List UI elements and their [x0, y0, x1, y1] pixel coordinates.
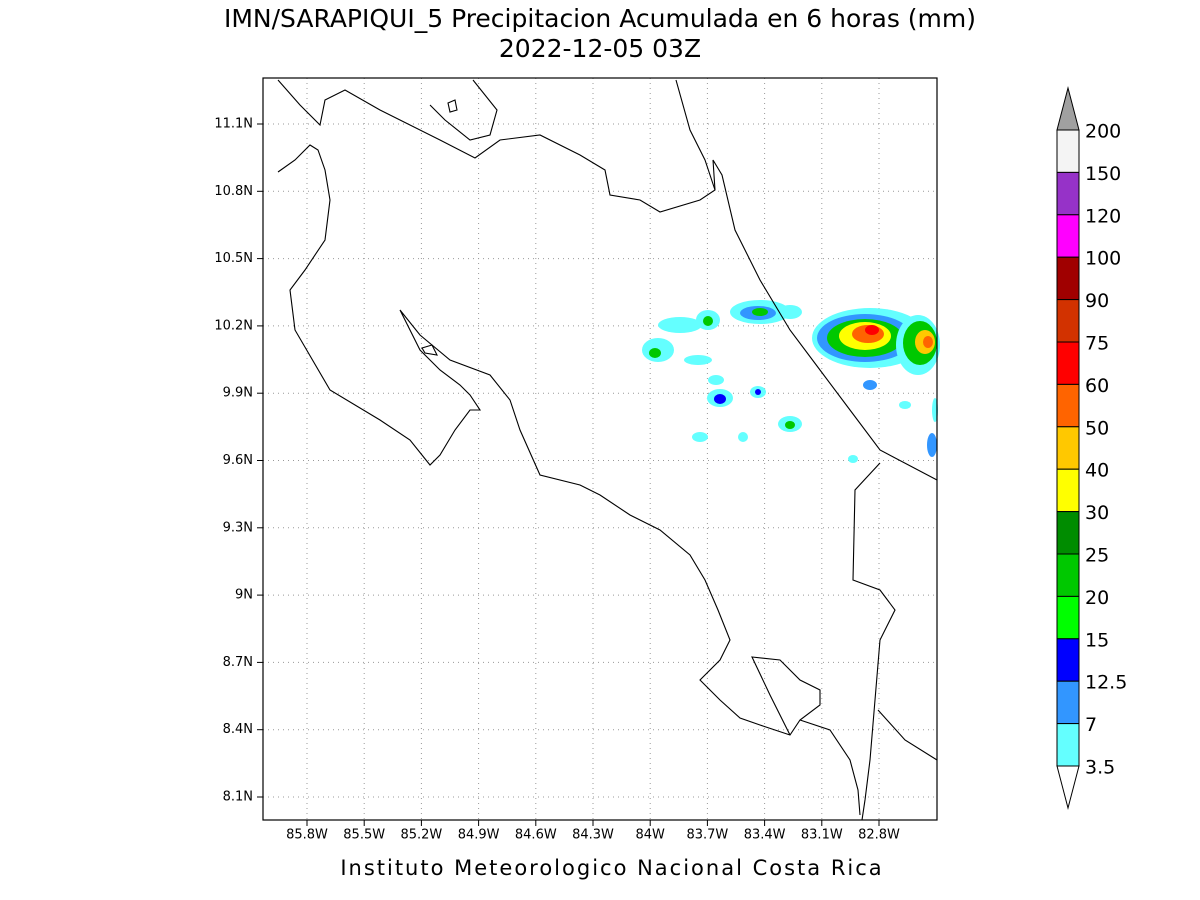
- colorbar-label: 7: [1085, 714, 1097, 736]
- colorbar-box: [1056, 129, 1080, 173]
- lat-label: 10.8N: [214, 184, 253, 199]
- colorbar-box: [1056, 638, 1080, 682]
- title: IMN/SARAPIQUI_5 Precipitacion Acumulada …: [224, 4, 976, 33]
- lat-label: 9.3N: [223, 520, 253, 535]
- lon-label: 85.2W: [400, 828, 442, 843]
- lon-label: 83.4W: [744, 828, 786, 843]
- colorbar-box: [1056, 468, 1080, 513]
- lon-label: 84W: [635, 828, 665, 843]
- colorbar-box: [1056, 511, 1080, 555]
- map-frame: [262, 77, 938, 821]
- colorbar-label: 3.5: [1085, 757, 1115, 779]
- colorbar-label: 75: [1085, 333, 1109, 355]
- colorbar-label: 20: [1085, 587, 1109, 609]
- colorbar-box: [1056, 214, 1080, 258]
- lon-label: 85.8W: [286, 828, 328, 843]
- lat-label: 9.6N: [223, 453, 253, 468]
- colorbar-label: 50: [1085, 417, 1109, 439]
- colorbar-label: 150: [1085, 163, 1121, 185]
- lon-label: 84.6W: [515, 828, 557, 843]
- coastlines: [277, 79, 938, 821]
- colorbar: 200 150 120 100 90 75 60 50 40 30 25 20 15 12.5 7 3.5: [1056, 86, 1127, 810]
- colorbar-box: [1056, 299, 1080, 343]
- lon-label: 84.9W: [458, 828, 500, 843]
- lat-label: 9.9N: [223, 386, 253, 401]
- colorbar-bottom: [1056, 765, 1080, 810]
- colorbar-box: [1056, 383, 1080, 428]
- colorbar-box: [1056, 341, 1080, 385]
- lon-label: 83.7W: [686, 828, 728, 843]
- colorbar-box: [1056, 553, 1080, 597]
- colorbar-box: [1056, 595, 1080, 640]
- colorbar-label: 12.5: [1085, 672, 1127, 694]
- colorbar-label: 60: [1085, 375, 1109, 397]
- subtitle: 2022-12-05 03Z: [499, 34, 701, 63]
- lon-label: 85.5W: [343, 828, 385, 843]
- colorbar-label: 200: [1085, 121, 1121, 143]
- lon-label: 84.3W: [572, 828, 614, 843]
- lat-label: 10.2N: [214, 318, 253, 333]
- colorbar-label: 90: [1085, 290, 1109, 312]
- colorbar-label: 25: [1085, 545, 1109, 567]
- colorbar-box: [1056, 680, 1080, 725]
- colorbar-box: [1056, 171, 1080, 216]
- lat-label: 8.4N: [223, 722, 253, 737]
- colorbar-top: [1056, 86, 1080, 131]
- lat-label: 10.5N: [214, 251, 253, 266]
- lat-label: 8.1N: [223, 790, 253, 805]
- colorbar-box: [1056, 426, 1080, 470]
- colorbar-label: 120: [1085, 205, 1121, 227]
- footer: Instituto Meteorologico Nacional Costa R…: [340, 856, 883, 880]
- colorbar-box: [1056, 723, 1080, 767]
- lon-label: 82.8W: [858, 828, 900, 843]
- colorbar-label: 15: [1085, 629, 1109, 651]
- colorbar-label: 100: [1085, 248, 1121, 270]
- lat-label: 9N: [235, 588, 253, 603]
- lat-label: 11.1N: [214, 117, 253, 132]
- precipitation: [642, 300, 940, 463]
- colorbar-box: [1056, 256, 1080, 301]
- lon-label: 83.1W: [801, 828, 843, 843]
- colorbar-label: 40: [1085, 460, 1109, 482]
- lat-label: 8.7N: [223, 655, 253, 670]
- colorbar-label: 30: [1085, 502, 1109, 524]
- graticule: 85.8W 85.5W 85.2W 84.9W 84.6W 84.3W 84W 83.7W 83…: [214, 78, 937, 843]
